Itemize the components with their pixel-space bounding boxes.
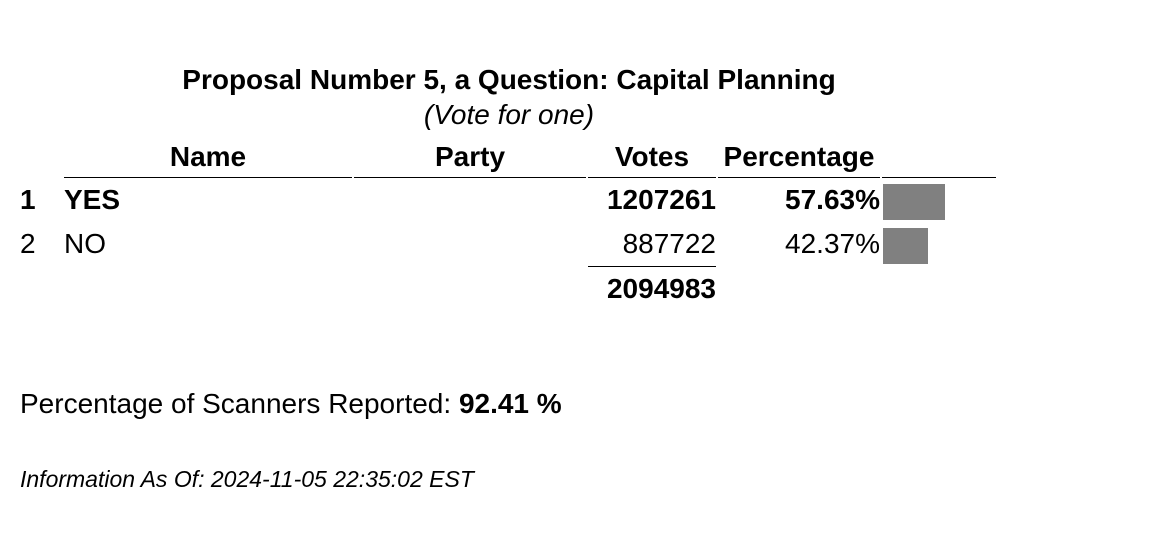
scanners-label: Percentage of Scanners Reported: [20, 388, 452, 419]
totals-row: 2094983 [14, 266, 996, 311]
bar-header [882, 139, 996, 178]
contest-title: Proposal Number 5, a Question: Capital P… [182, 64, 836, 95]
party-header: Party [354, 139, 586, 178]
information-timestamp: Information As Of: 2024-11-05 22:35:02 E… [20, 466, 474, 492]
choice-name-cell: NO [64, 228, 106, 259]
bar-cell [882, 178, 996, 222]
party-cell [354, 178, 586, 222]
scanners-reported: Percentage of Scanners Reported: 92.41 % [20, 386, 562, 422]
bar-cell [882, 222, 996, 266]
votes-cell: 887722 [622, 228, 716, 259]
total-votes-cell: 2094983 [588, 266, 716, 311]
party-cell [354, 222, 586, 266]
rank-cell: 1 [20, 184, 36, 215]
rank-header [14, 139, 62, 178]
results-header-row: Name Party Votes Percentage [14, 139, 996, 178]
choice-name-cell: YES [64, 184, 121, 215]
rank-cell: 2 [20, 228, 36, 259]
contest-header: Proposal Number 5, a Question: Capital P… [0, 62, 1018, 132]
name-header: Name [64, 139, 352, 178]
scanners-value: 92.41 % [458, 388, 562, 419]
table-row-yes: 1 YES 1207261 57.63% [14, 178, 996, 222]
percentage-header: Percentage [718, 139, 880, 178]
percentage-cell: 42.37% [785, 228, 880, 259]
table-row-no: 2 NO 887722 42.37% [14, 222, 996, 266]
vote-share-bar [883, 183, 945, 220]
votes-header: Votes [588, 139, 716, 178]
percentage-cell: 57.63% [785, 184, 880, 215]
vote-share-bar [883, 227, 928, 264]
votes-cell: 1207261 [606, 184, 716, 215]
results-table: Name Party Votes Percentage 1 YES 120726… [12, 139, 998, 311]
contest-subtitle: (Vote for one) [423, 99, 595, 130]
